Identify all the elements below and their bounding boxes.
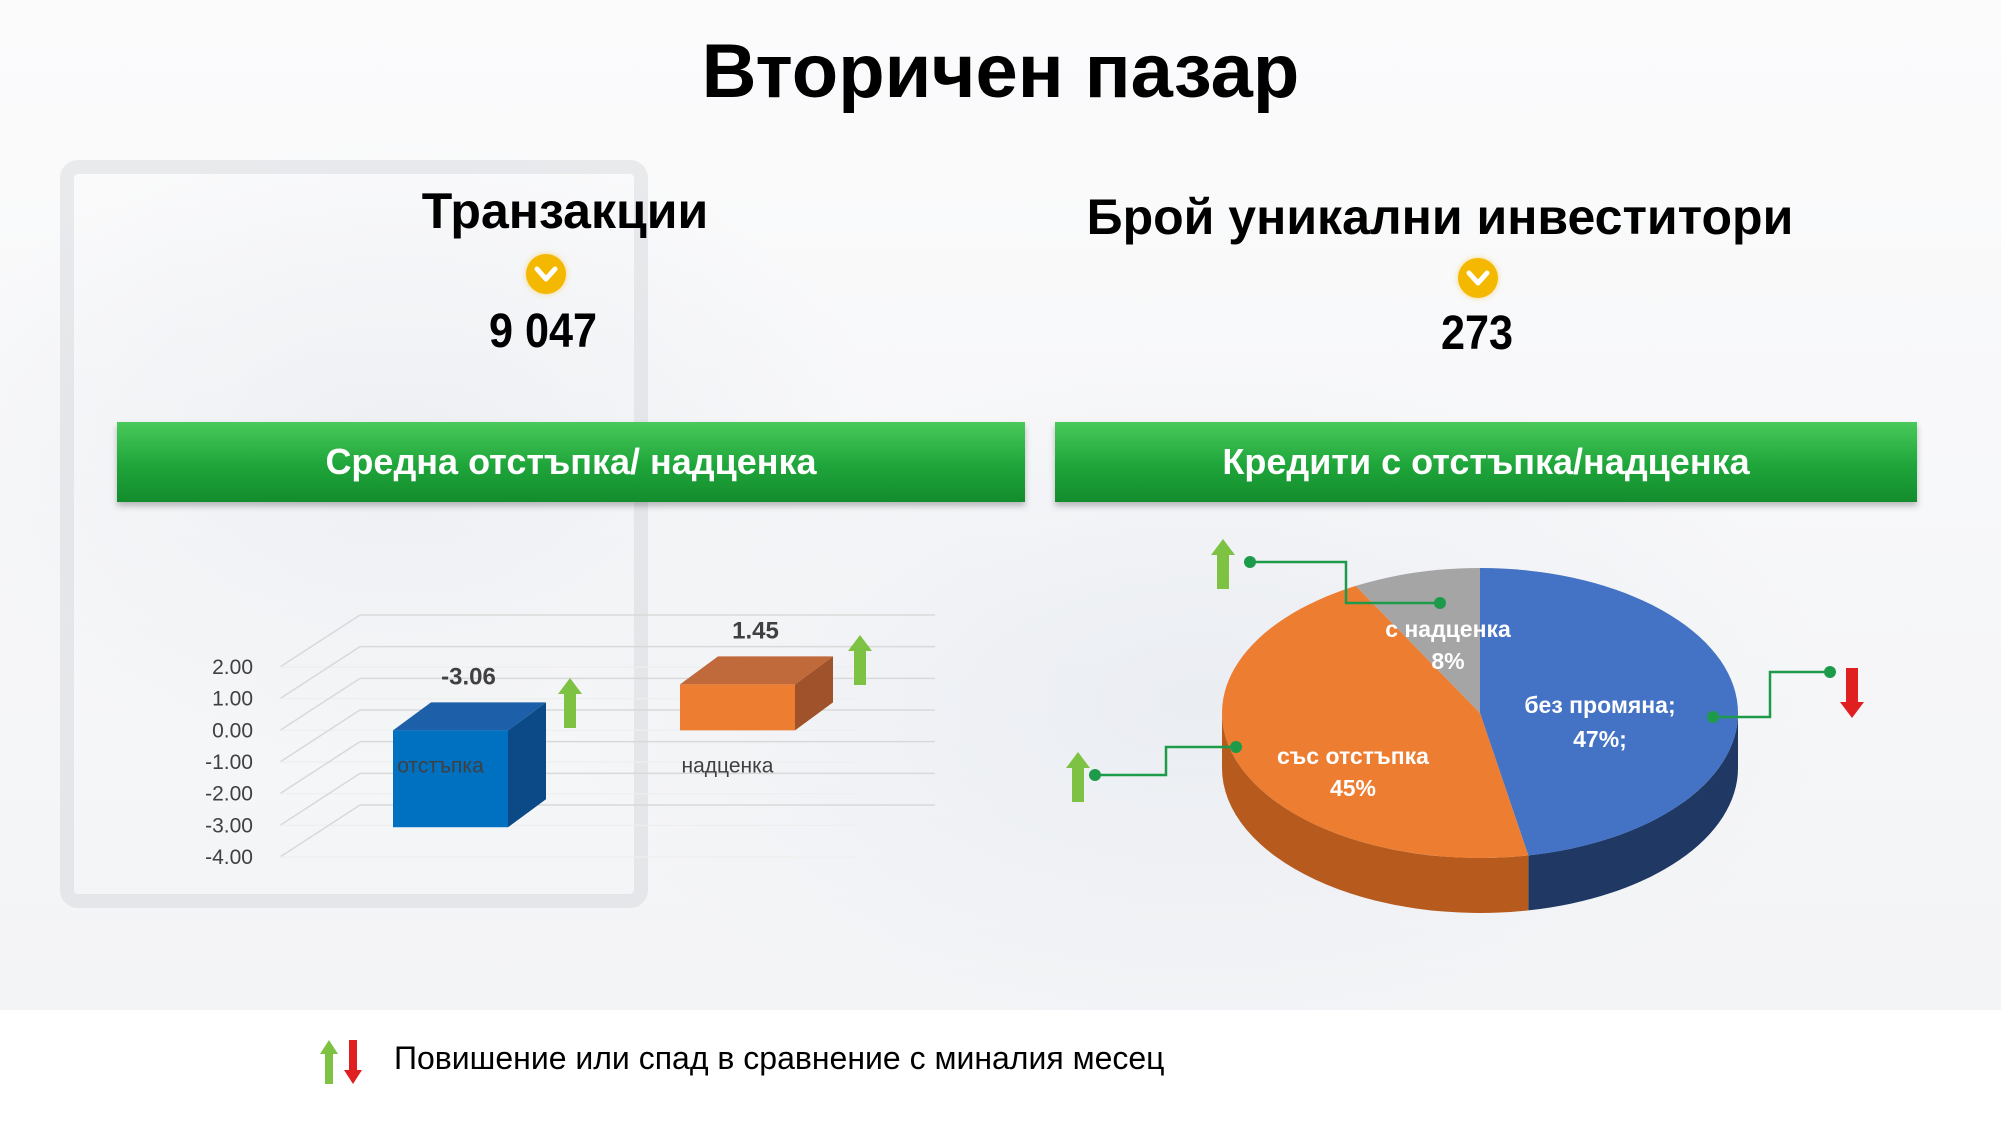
leader-line <box>1713 670 1830 719</box>
page-title: Вторичен пазар <box>701 29 1300 114</box>
y-tick-label: -2.00 <box>205 783 253 806</box>
bar-отстъпка <box>393 730 508 828</box>
legend: Повишение или спад в сравнение с миналия… <box>312 1032 1312 1088</box>
pie-side-1 <box>1222 713 1529 913</box>
x-tick-label: отстъпка <box>397 754 484 777</box>
bar-top-надценка <box>680 656 833 685</box>
footer-band <box>0 1010 2001 1125</box>
pie-slice-value: 45% <box>1330 775 1376 801</box>
gridline <box>279 677 361 731</box>
up-arrow-icon <box>1211 539 1235 589</box>
pie-slice-value: 47%; <box>1573 726 1627 752</box>
panel-header-credits: Кредити с отстъпка/надценка <box>1055 422 1917 502</box>
pie-chart: без промяна; 47%; със отстъпка 45% с надценк… <box>1066 539 1864 913</box>
y-tick-label: -3.00 <box>205 814 253 837</box>
background-laptop-shape <box>60 160 648 908</box>
bar-top-отстъпка <box>393 702 546 731</box>
y-tick-label: -1.00 <box>205 751 253 774</box>
pie-slice <box>1480 568 1738 856</box>
data-label: -3.06 <box>441 663 496 690</box>
leader-dot <box>1824 666 1836 678</box>
leader-dot <box>1707 711 1719 723</box>
leader-dot <box>1434 597 1446 609</box>
kpi-investors-value: 273 <box>1440 307 1514 360</box>
bar-надценка <box>680 684 795 731</box>
bar-side-надценка <box>795 656 833 731</box>
gridline <box>279 709 361 763</box>
legend-text: Повишение или спад в сравнение с миналия… <box>394 1040 1165 1076</box>
pie-slice-label: без промяна; <box>1524 692 1675 718</box>
y-tick-label: -4.00 <box>205 846 253 869</box>
up-arrow-icon <box>848 635 872 685</box>
pie-slice <box>1222 585 1529 858</box>
pie-slice-label: със отстъпка <box>1277 743 1429 769</box>
pie-slice-label: с надценка <box>1385 616 1511 642</box>
data-label: 1.45 <box>732 617 779 644</box>
y-tick-label: 1.00 <box>212 688 253 711</box>
y-tick-label: 2.00 <box>212 656 253 679</box>
leader-dot <box>1089 769 1101 781</box>
leader-dot <box>1244 556 1256 568</box>
gridline <box>279 804 361 858</box>
bar-chart: 2.00 1.00 0.00 -1.00 -2.00 -3.00 -4.00 отстъпк… <box>205 614 935 869</box>
down-arrow-icon <box>1840 668 1864 718</box>
y-tick-label: 0.00 <box>212 719 253 742</box>
gridline <box>279 741 361 795</box>
chevron-down-icon <box>1458 258 1498 298</box>
panel-header-avg-discount: Средна отстъпка/ надценка <box>117 422 1025 502</box>
up-arrow-icon <box>558 678 582 728</box>
chevron-down-icon <box>526 254 566 294</box>
up-arrow-icon <box>1066 752 1090 802</box>
bar-side-отстъпка <box>508 702 546 828</box>
gridline <box>279 646 361 700</box>
up-down-arrows-icon <box>320 1040 362 1084</box>
gridline <box>279 614 361 668</box>
x-tick-label: надценка <box>682 754 774 777</box>
gridline <box>279 772 361 826</box>
kpi-transactions-label: Транзакции <box>421 183 709 239</box>
kpi-transactions-value: 9 047 <box>488 305 598 358</box>
pie-side-0 <box>1528 713 1738 911</box>
kpi-investors-label: Брой уникални инвеститори <box>1086 189 1794 245</box>
leader-line <box>1250 560 1440 605</box>
leader-dot <box>1230 741 1242 753</box>
leader-line <box>1095 745 1236 777</box>
pie-slice-value: 8% <box>1431 648 1464 674</box>
